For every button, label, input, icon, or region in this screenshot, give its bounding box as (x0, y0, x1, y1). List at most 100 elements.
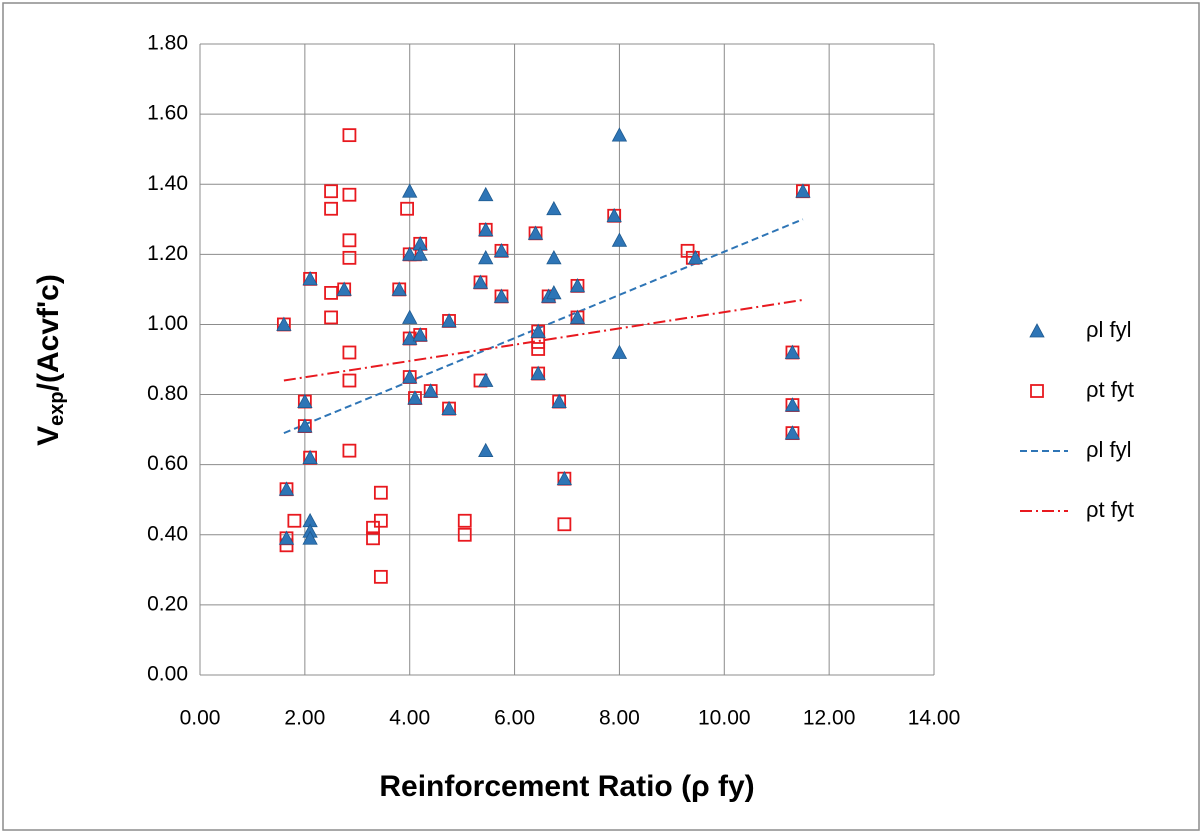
point (324, 201, 338, 216)
point (546, 285, 562, 300)
point (278, 530, 295, 545)
x-tick-label: 4.00 (389, 707, 430, 730)
point (336, 281, 352, 296)
x-tick-label: 10.00 (698, 707, 751, 730)
point (402, 183, 418, 198)
legend-marker (1029, 323, 1045, 338)
point (391, 281, 407, 296)
point (569, 309, 586, 324)
point (556, 470, 573, 486)
y-tick-label: 1.60 (147, 102, 188, 125)
x-axis-title: Reinforcement Ratio (ρ fy) (379, 770, 754, 803)
legend-label: ρl fyl (1086, 317, 1132, 342)
point (297, 418, 313, 433)
point (478, 249, 494, 265)
point (342, 250, 357, 265)
y-tick-label: 1.00 (147, 312, 188, 335)
point (342, 128, 357, 143)
point (287, 513, 302, 528)
point (478, 221, 494, 237)
legend-label: ρt fyt (1086, 377, 1134, 402)
point (423, 383, 439, 398)
point (478, 372, 494, 387)
point (302, 449, 318, 465)
point (302, 530, 318, 545)
point (530, 323, 546, 338)
point (569, 278, 586, 293)
point (402, 309, 418, 324)
point (784, 425, 801, 440)
y-tick-label: 0.40 (147, 522, 188, 545)
point (366, 531, 380, 546)
y-title-sub: exp (46, 391, 68, 425)
point (342, 373, 357, 388)
x-tick-label: 14.00 (908, 707, 961, 730)
point (400, 201, 414, 216)
point (527, 225, 544, 240)
point (551, 393, 567, 408)
y-tick-label: 1.20 (147, 242, 188, 265)
point (606, 207, 622, 223)
y-tick-label: 0.80 (147, 382, 188, 405)
point (457, 527, 472, 542)
y-title-rest: /(Acvf'c) (32, 274, 65, 391)
point (531, 342, 546, 356)
point (402, 369, 418, 384)
y-tick-label: 1.80 (147, 32, 188, 55)
y-tick-label: 1.40 (147, 172, 188, 195)
point (342, 345, 357, 360)
point (441, 313, 457, 328)
point (342, 233, 357, 248)
point (324, 285, 338, 300)
point (373, 569, 388, 584)
point (611, 127, 628, 142)
point (407, 390, 423, 405)
y-title-main: V (32, 426, 65, 446)
point (366, 520, 380, 535)
y-tick-label: 0.00 (147, 663, 188, 686)
point (795, 183, 811, 198)
point (324, 184, 338, 199)
point (302, 271, 318, 286)
legend-marker (1030, 384, 1044, 398)
point (297, 393, 313, 408)
x-tick-label: 6.00 (494, 707, 535, 730)
point (478, 442, 494, 458)
point (342, 443, 357, 458)
point (412, 246, 428, 261)
point (784, 397, 801, 412)
x-tick-label: 2.00 (284, 707, 325, 730)
point (493, 242, 510, 258)
point (342, 187, 357, 202)
point (457, 513, 472, 528)
x-tick-label: 12.00 (803, 707, 856, 730)
legend-label: ρl fyl (1086, 437, 1132, 462)
y-axis-title: Vexp/(Acvf'c) (32, 274, 68, 446)
y-tick-label: 0.60 (147, 452, 188, 475)
point (324, 310, 338, 325)
point (611, 232, 628, 247)
point (412, 327, 428, 342)
point (276, 316, 292, 331)
point (546, 200, 562, 216)
point (687, 249, 704, 265)
point (472, 274, 489, 289)
x-tick-label: 8.00 (599, 707, 640, 730)
point (530, 365, 546, 380)
point (784, 344, 801, 359)
legend-label: ρt fyt (1086, 497, 1134, 522)
point (278, 481, 295, 496)
point (546, 249, 562, 265)
point (611, 344, 628, 359)
point (402, 246, 418, 261)
point (493, 288, 510, 303)
point (478, 186, 494, 202)
point (441, 400, 457, 415)
point (373, 513, 388, 528)
point (557, 517, 572, 532)
point (373, 485, 388, 500)
x-tick-label: 0.00 (180, 707, 221, 730)
y-tick-label: 0.20 (147, 592, 188, 615)
